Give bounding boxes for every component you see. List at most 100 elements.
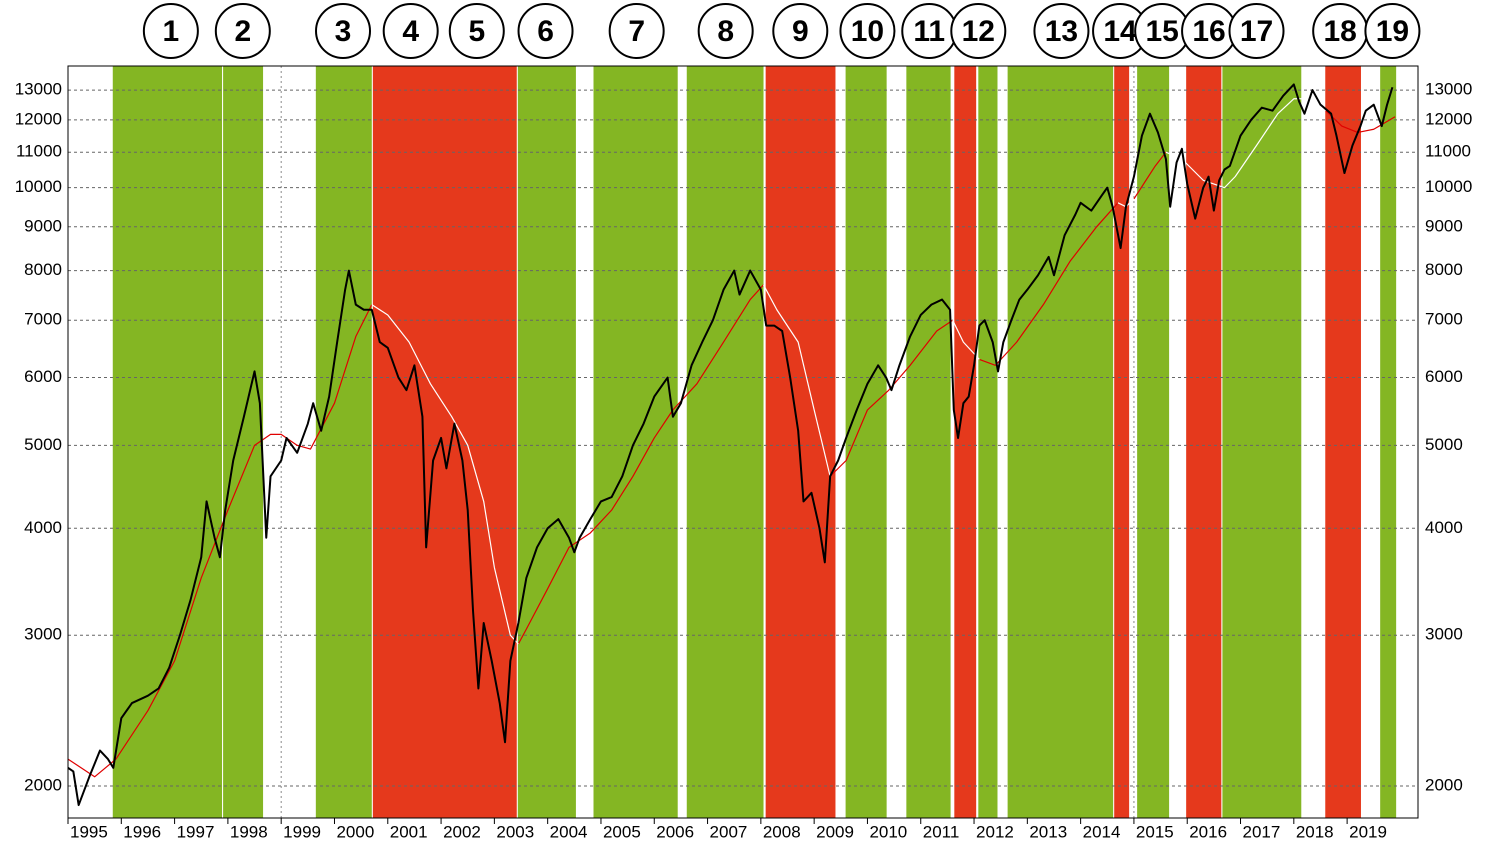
y-tick-label: 8000: [24, 260, 62, 279]
annotation-circle: [772, 3, 829, 59]
regime-band: [1114, 66, 1130, 818]
y-tick-label: 2000: [24, 775, 62, 794]
annotation-label: 2: [234, 15, 251, 48]
regime-band: [686, 66, 764, 818]
x-tick-label: 2018: [1296, 822, 1334, 841]
plot-frame: [67, 65, 1419, 819]
regime-band: [765, 66, 836, 818]
y-tick-label: 6000: [24, 367, 62, 386]
regime-band: [845, 66, 887, 818]
annotation-circle: [1364, 3, 1421, 59]
y-tick-label-right: 7000: [1425, 310, 1463, 329]
x-tick-label: 2005: [603, 822, 641, 841]
y-tick-label: 12000: [15, 109, 62, 128]
x-tick-label: 2019: [1349, 822, 1387, 841]
annotation-circle: [517, 3, 574, 59]
annotation-circle: [315, 3, 372, 59]
x-tick-label: 2000: [336, 822, 374, 841]
regime-band: [315, 66, 372, 818]
annotation-label: 9: [792, 15, 809, 48]
annotation-circle: [950, 3, 1007, 59]
x-tick-label: 2017: [1243, 822, 1281, 841]
regime-band: [906, 66, 951, 818]
y-tick-label-right: 6000: [1425, 367, 1463, 386]
annotation-label: 16: [1192, 15, 1225, 48]
annotation-label: 1: [163, 15, 180, 48]
y-tick-label: 10000: [15, 177, 62, 196]
y-tick-label: 4000: [24, 518, 62, 537]
regime-band: [517, 66, 576, 818]
x-tick-label: 2010: [869, 822, 907, 841]
regime-band: [1186, 66, 1222, 818]
annotation-label: 13: [1045, 15, 1078, 48]
series-line: [67, 110, 1396, 778]
annotation-label: 14: [1103, 15, 1137, 48]
series-line: [67, 83, 1394, 807]
annotation-circle: [142, 3, 199, 59]
annotation-label: 10: [851, 15, 884, 48]
y-tick-label: 11000: [16, 142, 62, 161]
x-tick-label: 2008: [763, 822, 801, 841]
y-tick-label-right: 5000: [1425, 435, 1463, 454]
x-tick-label: 2014: [1083, 822, 1121, 841]
y-tick-label-right: 3000: [1425, 625, 1463, 644]
annotation-label: 8: [717, 15, 734, 48]
x-tick-label: 2013: [1029, 822, 1067, 841]
annotation-circle: [214, 3, 271, 59]
regime-band: [1222, 66, 1302, 818]
x-tick-label: 2003: [496, 822, 534, 841]
annotation-circle: [839, 3, 896, 59]
y-tick-label-right: 11000: [1425, 142, 1471, 161]
y-tick-label-right: 8000: [1425, 260, 1463, 279]
annotation-label: 4: [402, 15, 419, 48]
y-tick-label-right: 10000: [1425, 177, 1472, 196]
y-tick-label-right: 4000: [1425, 518, 1463, 537]
annotation-circle: [1228, 3, 1285, 59]
y-tick-label-right: 2000: [1425, 775, 1463, 794]
regime-band: [112, 66, 223, 818]
x-tick-label: 2016: [1189, 822, 1227, 841]
annotation-label: 17: [1240, 15, 1273, 48]
x-tick-label: 2006: [656, 822, 694, 841]
x-tick-label: 1997: [177, 822, 215, 841]
annotation-circle: [608, 3, 665, 59]
annotation-label: 11: [913, 15, 945, 48]
regime-band: [1137, 66, 1170, 818]
y-tick-label: 5000: [24, 435, 62, 454]
regime-band: [223, 66, 264, 818]
x-tick-label: 1999: [283, 822, 321, 841]
x-tick-label: 2011: [923, 822, 960, 841]
annotation-circle: [382, 3, 439, 59]
regime-band: [978, 66, 998, 818]
x-tick-label: 2015: [1136, 822, 1174, 841]
annotation-circle: [448, 3, 505, 59]
annotation-label: 12: [962, 15, 995, 48]
y-tick-label-right: 12000: [1425, 109, 1472, 128]
x-tick-label: 2012: [976, 822, 1014, 841]
x-tick-label: 2009: [816, 822, 854, 841]
regime-band: [1380, 66, 1397, 818]
y-tick-label: 13000: [15, 80, 62, 99]
x-tick-label: 2001: [390, 822, 428, 841]
x-tick-label: 2002: [443, 822, 481, 841]
regime-band: [1325, 66, 1361, 818]
annotation-label: 18: [1323, 15, 1356, 48]
y-tick-label-right: 9000: [1425, 216, 1463, 235]
annotation-label: 15: [1145, 15, 1178, 48]
y-tick-label: 9000: [24, 216, 62, 235]
regime-band: [1007, 66, 1114, 818]
annotation-label: 5: [468, 15, 485, 48]
annotation-label: 7: [628, 15, 645, 48]
x-tick-label: 2007: [710, 822, 748, 841]
x-tick-label: 2004: [550, 822, 588, 841]
annotation-circle: [697, 3, 754, 59]
x-tick-label: 1995: [70, 822, 108, 841]
series-line: [371, 98, 1327, 645]
annotation-circle: [1033, 3, 1090, 59]
x-tick-label: 1998: [230, 822, 268, 841]
annotation-label: 19: [1376, 15, 1409, 48]
y-tick-label: 7000: [24, 310, 62, 329]
regime-band: [372, 66, 517, 818]
